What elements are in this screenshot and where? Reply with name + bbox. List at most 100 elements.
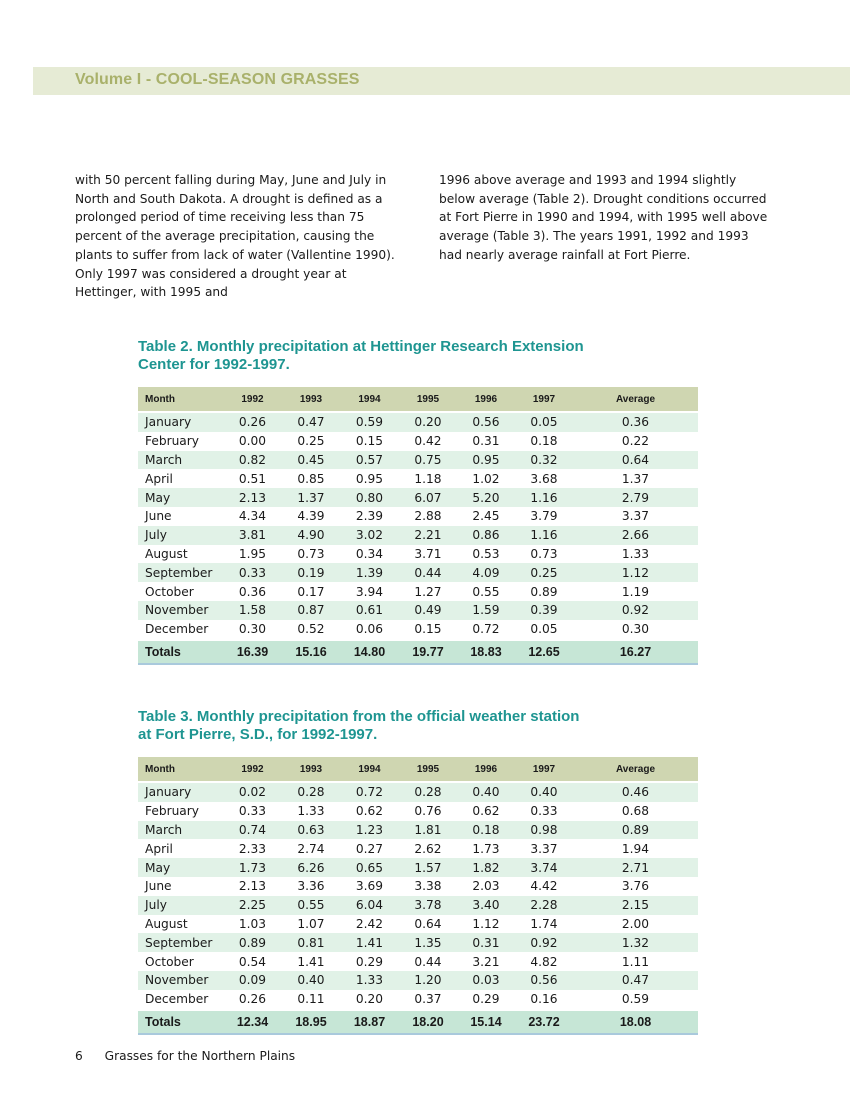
page-footer: 6 Grasses for the Northern Plains [75, 1049, 295, 1063]
value-cell: 2.00 [573, 914, 698, 934]
value-cell: 0.05 [515, 412, 573, 432]
value-cell: 0.44 [399, 952, 457, 971]
value-cell: 0.72 [340, 782, 399, 802]
value-cell: 1.59 [457, 600, 515, 620]
value-cell: 0.45 [282, 450, 340, 470]
value-cell: 0.34 [340, 544, 399, 564]
value-cell: 0.30 [573, 619, 698, 640]
month-cell: December [138, 619, 223, 640]
table-row: May 1.73 6.26 0.65 1.57 1.82 3.74 2.71 [138, 858, 698, 877]
value-cell: 1.16 [515, 525, 573, 545]
column-header: 1996 [457, 757, 515, 783]
value-cell: 0.65 [340, 858, 399, 877]
value-cell: 1.58 [223, 600, 282, 620]
month-cell: October [138, 952, 223, 971]
table-row: October 0.36 0.17 3.94 1.27 0.55 0.89 1.19 [138, 582, 698, 601]
value-cell: 0.62 [340, 801, 399, 821]
value-cell: 0.16 [515, 989, 573, 1010]
value-cell: 1.37 [573, 469, 698, 489]
column-header: 1997 [515, 387, 573, 413]
header-band: Volume I - COOL-SEASON GRASSES [33, 67, 850, 95]
total-value: 18.83 [457, 638, 515, 665]
value-cell: 0.36 [573, 412, 698, 432]
table-row: August 1.03 1.07 2.42 0.64 1.12 1.74 2.00 [138, 914, 698, 934]
column-header: 1994 [340, 387, 399, 413]
value-cell: 2.39 [340, 506, 399, 526]
table-row: February 0.00 0.25 0.15 0.42 0.31 0.18 0.22 [138, 431, 698, 451]
value-cell: 3.94 [340, 582, 399, 601]
month-cell: September [138, 563, 223, 583]
table-row: October 0.54 1.41 0.29 0.44 3.21 4.82 1.11 [138, 952, 698, 971]
table-row: December 0.30 0.52 0.06 0.15 0.72 0.05 0.30 [138, 619, 698, 640]
value-cell: 1.02 [457, 469, 515, 489]
total-value: 19.77 [399, 638, 457, 665]
value-cell: 3.74 [515, 858, 573, 877]
value-cell: 0.20 [340, 989, 399, 1010]
value-cell: 0.62 [457, 801, 515, 821]
value-cell: 1.23 [340, 820, 399, 840]
value-cell: 1.20 [399, 970, 457, 990]
month-cell: December [138, 989, 223, 1010]
value-cell: 0.33 [515, 801, 573, 821]
value-cell: 0.00 [223, 431, 282, 451]
total-value: 18.20 [399, 1008, 457, 1035]
column-header: Average [573, 387, 698, 413]
table-row: February 0.33 1.33 0.62 0.76 0.62 0.33 0.68 [138, 801, 698, 821]
value-cell: 1.73 [223, 858, 282, 877]
value-cell: 0.28 [399, 782, 457, 802]
value-cell: 3.36 [282, 876, 340, 896]
value-cell: 1.37 [282, 488, 340, 507]
table-2-title: Table 2. Monthly precipitation at Hettin… [138, 338, 658, 374]
month-cell: February [138, 801, 223, 821]
month-cell: October [138, 582, 223, 601]
total-value: 14.80 [340, 638, 399, 665]
value-cell: 0.51 [223, 469, 282, 489]
table-row: January 0.02 0.28 0.72 0.28 0.40 0.40 0.46 [138, 782, 698, 802]
month-cell: November [138, 970, 223, 990]
value-cell: 0.95 [340, 469, 399, 489]
value-cell: 0.55 [457, 582, 515, 601]
value-cell: 3.79 [515, 506, 573, 526]
month-cell: June [138, 506, 223, 526]
value-cell: 2.33 [223, 839, 282, 859]
table-header-row: Month 1992 1993 1994 1995 1996 1997 Average [138, 387, 698, 413]
value-cell: 0.59 [573, 989, 698, 1010]
table-row: March 0.74 0.63 1.23 1.81 0.18 0.98 0.89 [138, 820, 698, 840]
value-cell: 1.19 [573, 582, 698, 601]
value-cell: 2.13 [223, 876, 282, 896]
value-cell: 1.18 [399, 469, 457, 489]
value-cell: 3.81 [223, 525, 282, 545]
month-cell: February [138, 431, 223, 451]
total-value: 23.72 [515, 1008, 573, 1035]
table-3-title-line-2: at Fort Pierre, S.D., for 1992-1997. [138, 726, 378, 743]
value-cell: 0.17 [282, 582, 340, 601]
value-cell: 1.33 [282, 801, 340, 821]
column-header: 1993 [282, 757, 340, 783]
column-header: 1992 [223, 757, 282, 783]
value-cell: 0.40 [282, 970, 340, 990]
value-cell: 3.69 [340, 876, 399, 896]
value-cell: 1.07 [282, 914, 340, 934]
value-cell: 5.20 [457, 488, 515, 507]
value-cell: 0.32 [515, 450, 573, 470]
value-cell: 0.18 [457, 820, 515, 840]
value-cell: 0.92 [515, 933, 573, 953]
table-2-title-line-2: Center for 1992-1997. [138, 356, 290, 373]
value-cell: 3.68 [515, 469, 573, 489]
value-cell: 1.41 [282, 952, 340, 971]
table-row: April 2.33 2.74 0.27 2.62 1.73 3.37 1.94 [138, 839, 698, 859]
table-3-title-line-1: Table 3. Monthly precipitation from the … [138, 708, 580, 725]
value-cell: 0.81 [282, 933, 340, 953]
value-cell: 0.72 [457, 619, 515, 640]
value-cell: 3.02 [340, 525, 399, 545]
value-cell: 0.46 [573, 782, 698, 802]
totals-label: Totals [138, 1008, 223, 1035]
value-cell: 1.82 [457, 858, 515, 877]
value-cell: 0.52 [282, 619, 340, 640]
month-cell: April [138, 469, 223, 489]
value-cell: 0.26 [223, 412, 282, 432]
total-value: 12.65 [515, 638, 573, 665]
value-cell: 0.31 [457, 933, 515, 953]
value-cell: 4.82 [515, 952, 573, 971]
table-row: May 2.13 1.37 0.80 6.07 5.20 1.16 2.79 [138, 488, 698, 507]
